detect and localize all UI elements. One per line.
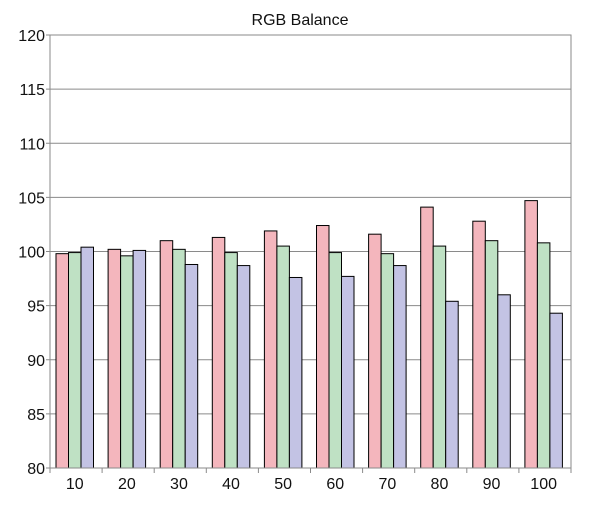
bar-series-3-50	[288, 276, 303, 469]
x-tick-label: 50	[274, 476, 292, 493]
bar-series-2-30	[172, 248, 186, 469]
y-tick-label: 120	[18, 28, 45, 45]
bar-series-1-80	[420, 206, 434, 469]
x-axis-ticks: 10 20 30 40 50 60 70 80 90 100	[49, 468, 572, 493]
x-tick-label: 80	[431, 476, 449, 493]
plot-frame	[49, 34, 572, 469]
x-tick-label: 100	[530, 476, 557, 493]
bar-series-2-40	[224, 252, 238, 469]
bar-series-2-90	[484, 240, 499, 469]
bar-series-2-10	[68, 252, 82, 469]
x-tick-label: 70	[378, 476, 396, 493]
y-axis-ticks: 80 85 90 95 100 105 110 115 120	[18, 28, 50, 478]
x-tick-label: 40	[222, 476, 240, 493]
y-tick-label: 90	[27, 353, 45, 370]
bar-series-2-20	[120, 255, 134, 469]
x-tick-label: 90	[483, 476, 501, 493]
bar-series-3-80	[445, 300, 459, 469]
y-tick-label: 80	[27, 461, 45, 478]
y-tick-label: 100	[18, 245, 45, 262]
y-tick-label: 95	[27, 299, 45, 316]
bar-series-3-100	[549, 312, 563, 469]
bar-series-2-60	[328, 252, 342, 469]
x-tick-label: 20	[118, 476, 136, 493]
y-tick-label: 110	[19, 136, 45, 153]
x-tick-label: 30	[170, 476, 188, 493]
bar-series-3-30	[184, 263, 199, 469]
y-tick-label: 115	[19, 82, 45, 99]
bar-series-2-100	[536, 242, 551, 469]
bar-series-1-50	[263, 230, 278, 469]
bar-series-2-50	[276, 245, 290, 469]
y-tick-label: 85	[27, 407, 45, 424]
bar-series-3-40	[236, 265, 251, 469]
bar-series-1-10	[55, 253, 69, 469]
chart-title: RGB Balance	[252, 12, 349, 29]
bar-series-2-80	[432, 245, 447, 469]
bar-series-3-10	[80, 246, 94, 469]
y-tick-label: 105	[18, 190, 45, 207]
bars	[55, 200, 563, 469]
bar-series-2-70	[380, 253, 395, 469]
bar-series-1-90	[472, 220, 486, 469]
bar-series-3-60	[341, 275, 355, 469]
bar-series-3-70	[393, 265, 407, 469]
bar-series-1-40	[211, 236, 226, 469]
bar-series-1-30	[159, 240, 174, 469]
bar-series-1-100	[524, 200, 538, 469]
x-tick-label: 60	[326, 476, 344, 493]
bar-series-3-90	[497, 294, 511, 469]
bar-series-1-20	[107, 248, 122, 469]
bar-series-1-60	[316, 225, 330, 469]
bar-series-1-70	[368, 233, 382, 469]
bar-series-3-20	[132, 249, 147, 469]
x-tick-label: 10	[66, 476, 84, 493]
